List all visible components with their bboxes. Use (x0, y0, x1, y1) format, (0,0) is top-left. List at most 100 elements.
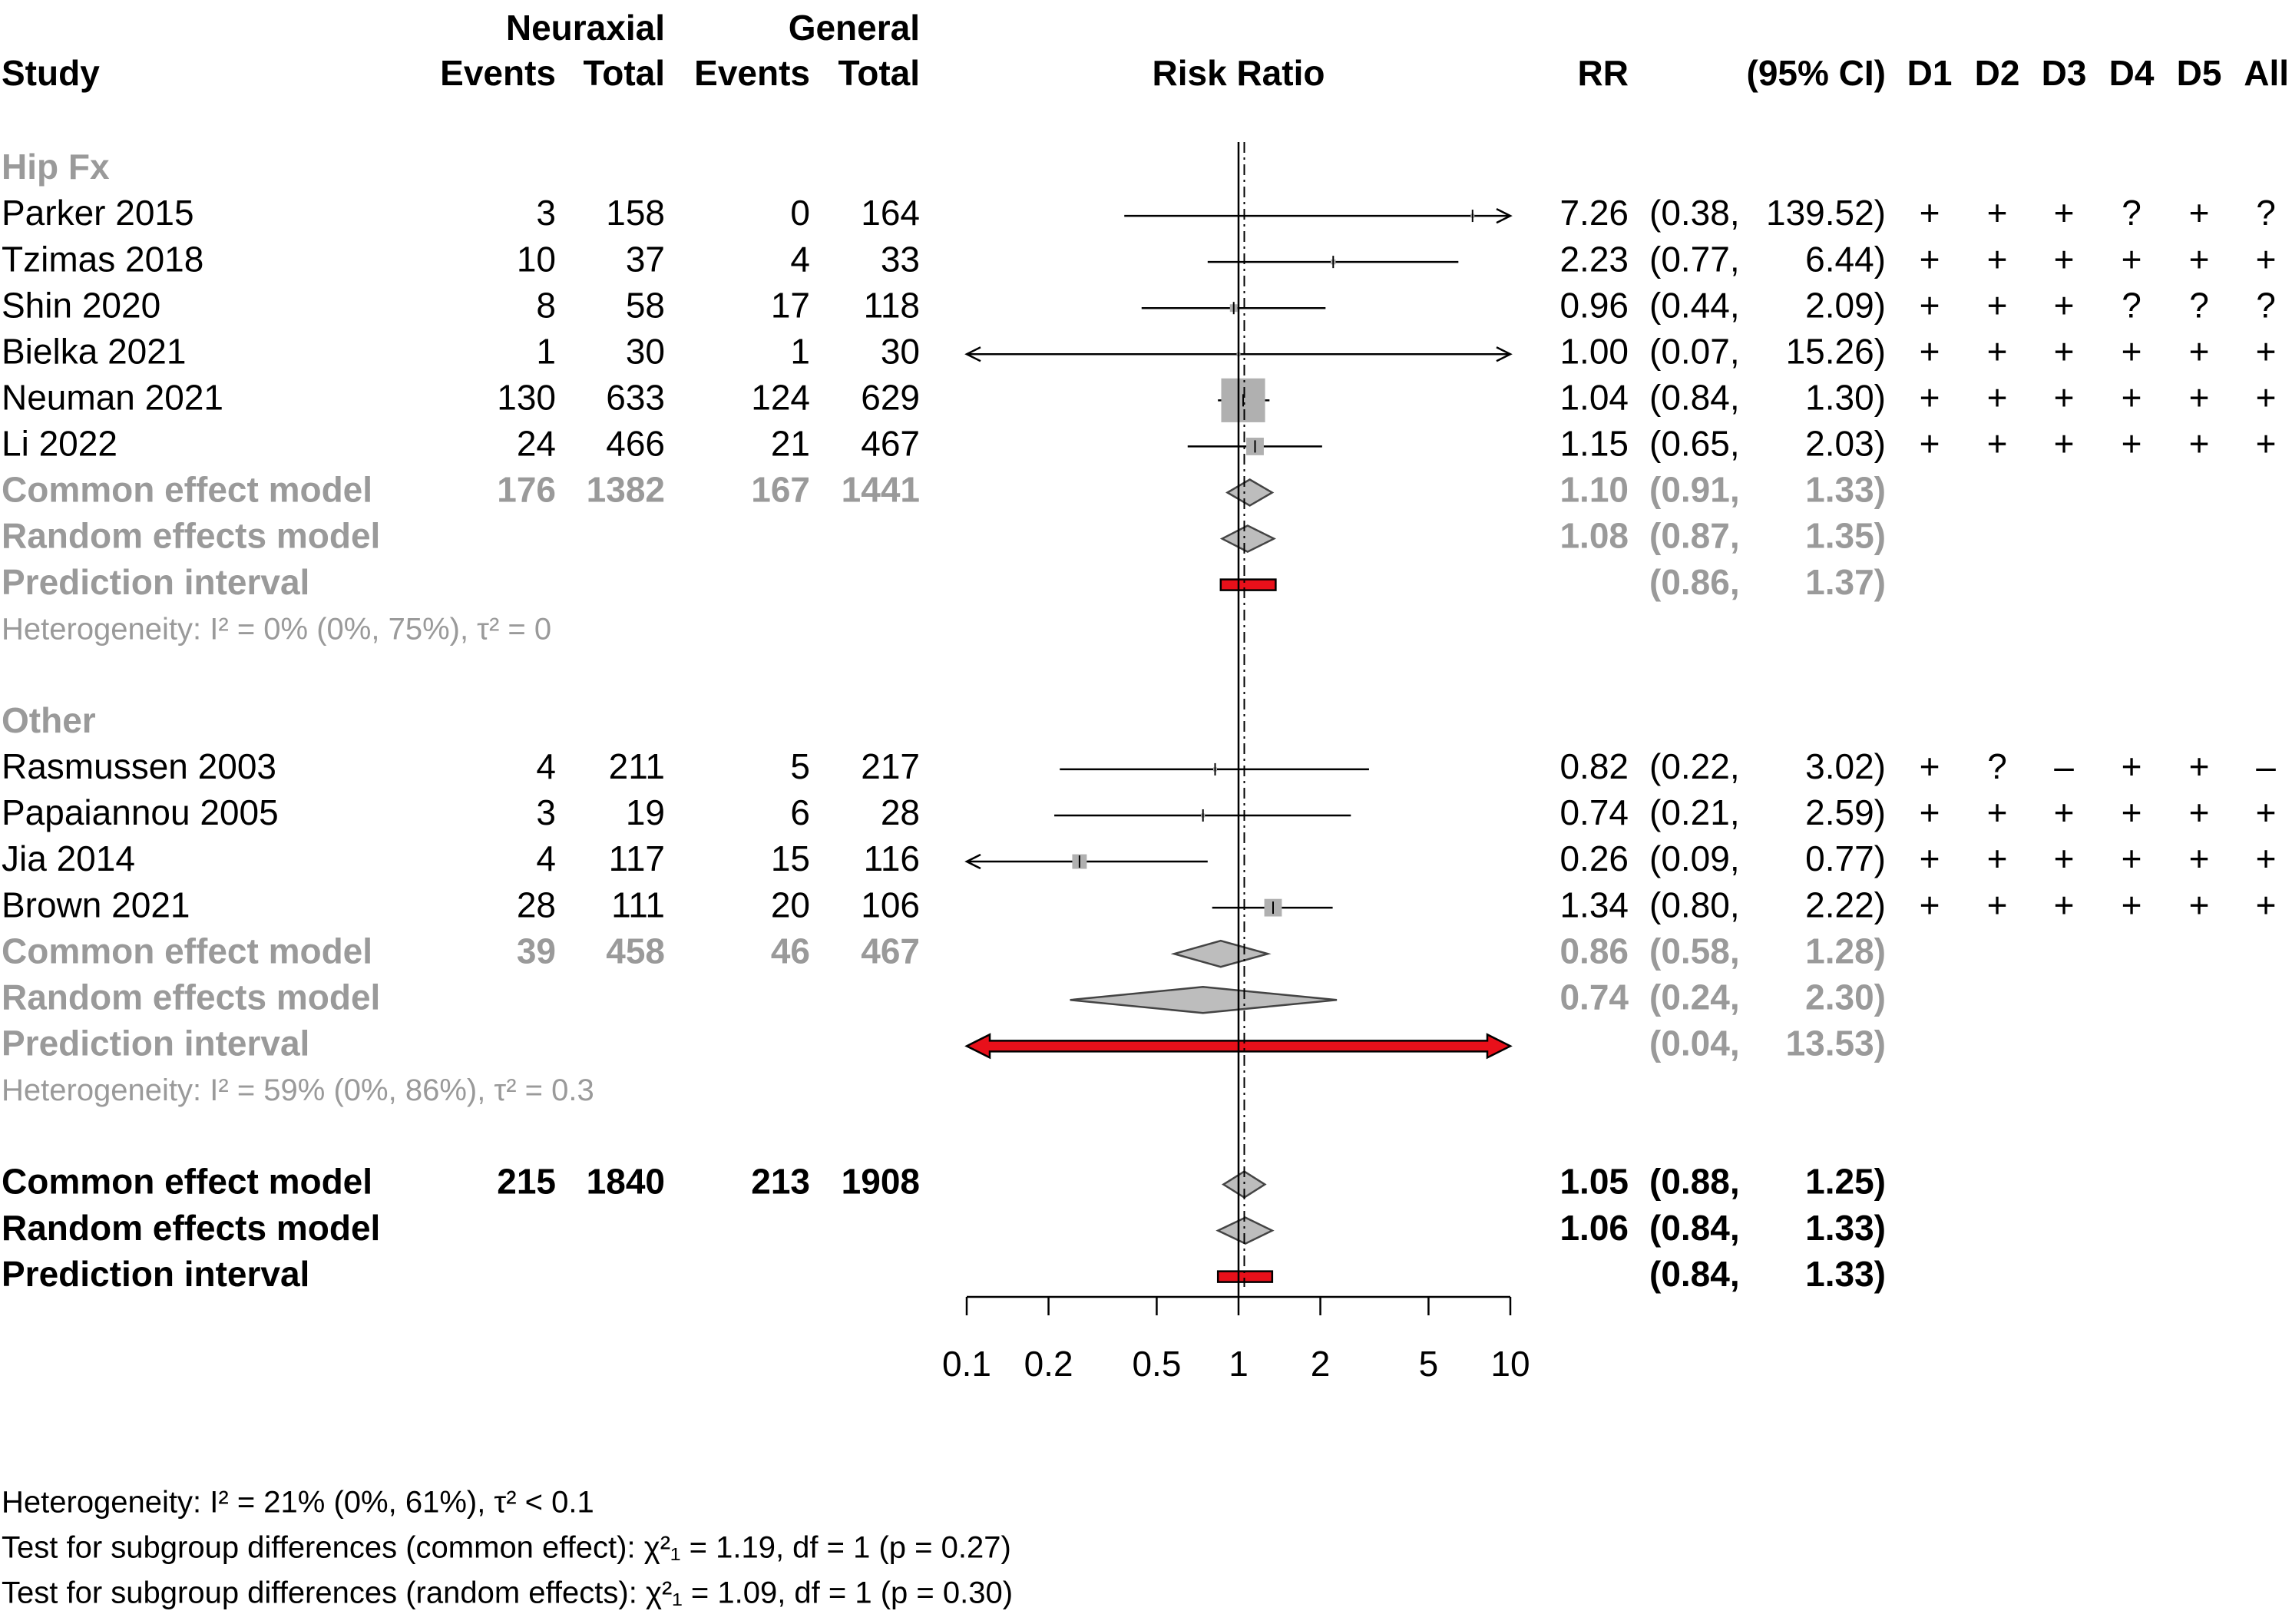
ci-lower-label: (0.44, (1649, 285, 1740, 325)
rob-symbol: + (1920, 885, 1940, 924)
pooled-label: Random effects model (2, 516, 380, 556)
header-ci: (95% CI) (1747, 53, 1886, 93)
ci-lower-label: (0.86, (1649, 562, 1740, 602)
rob-symbol: ? (2189, 285, 2209, 325)
header-rob: D1 (1907, 53, 1953, 93)
x-tick-label: 0.5 (1132, 1344, 1181, 1384)
ci-arrow (964, 853, 981, 870)
ci-lower-label: (0.77, (1649, 239, 1740, 279)
ci-upper-label: 3.02) (1805, 746, 1886, 786)
rob-symbol: + (2054, 193, 2075, 233)
count: 39 (517, 931, 556, 971)
rob-symbol: + (2054, 838, 2075, 878)
count: 28 (517, 885, 556, 924)
count: 19 (626, 792, 665, 832)
pooled-diamond (1215, 1216, 1275, 1245)
ci-upper-label: 1.33) (1805, 1254, 1886, 1294)
ci-lower-label: (0.58, (1649, 931, 1740, 971)
rob-symbol: + (2256, 239, 2277, 279)
rob-symbol: + (1987, 424, 2008, 464)
rob-symbol: + (2122, 424, 2142, 464)
x-tick-label: 1 (1229, 1344, 1249, 1384)
rr-label: 1.06 (1559, 1208, 1629, 1248)
count: 118 (864, 285, 920, 325)
rr-label: 7.26 (1559, 193, 1629, 233)
rob-symbol: + (2054, 792, 2075, 832)
rr-label: 0.86 (1559, 931, 1629, 971)
count: 167 (751, 470, 810, 510)
study-name: Tzimas 2018 (2, 239, 203, 279)
count: 21 (771, 424, 810, 464)
count: 1 (536, 331, 556, 371)
rob-symbol: + (1920, 792, 1940, 832)
header-group2: General (789, 8, 920, 48)
count: 5 (790, 746, 810, 786)
count: 1 (790, 331, 810, 371)
footnote: Heterogeneity: I² = 21% (0%, 61%), τ² < … (2, 1486, 594, 1520)
rob-symbol: + (2189, 239, 2210, 279)
rr-label: 0.74 (1559, 792, 1629, 832)
rob-symbol: + (1920, 285, 1940, 325)
rr-label: 1.08 (1559, 516, 1629, 556)
prediction-label: Prediction interval (2, 1254, 309, 1294)
footnote: Test for subgroup differences (common ef… (2, 1531, 1011, 1565)
rob-symbol: ? (2122, 193, 2142, 233)
count: 24 (517, 424, 556, 464)
rob-symbol: + (2189, 885, 2210, 924)
count: 33 (881, 239, 920, 279)
rob-symbol: + (1920, 424, 1940, 464)
count: 215 (497, 1162, 556, 1202)
rob-symbol: – (2054, 746, 2074, 786)
pooled-label: Random effects model (2, 1208, 380, 1248)
rr-label: 2.23 (1559, 239, 1629, 279)
rob-symbol: + (2189, 331, 2210, 371)
count: 176 (497, 470, 556, 510)
rob-symbol: + (1987, 378, 2008, 418)
prediction-interval (1219, 578, 1277, 591)
count: 37 (626, 239, 665, 279)
rob-symbol: + (1920, 331, 1940, 371)
ci-lower-label: (0.88, (1649, 1162, 1740, 1202)
ci-lower-label: (0.22, (1649, 746, 1740, 786)
rob-symbol: + (1987, 285, 2008, 325)
pooled-label: Common effect model (2, 470, 372, 510)
rob-symbol: + (1987, 792, 2008, 832)
rob-symbol: + (2122, 331, 2142, 371)
rob-symbol: + (2189, 193, 2210, 233)
header-rob: D2 (1975, 53, 2020, 93)
rr-label: 1.15 (1559, 424, 1629, 464)
count: 3 (536, 792, 556, 832)
ci-upper-label: 1.33) (1805, 470, 1886, 510)
count: 466 (606, 424, 665, 464)
rr-label: 0.82 (1559, 746, 1629, 786)
rr-label: 1.10 (1559, 470, 1629, 510)
rob-symbol: + (2189, 424, 2210, 464)
ci-lower-label: (0.24, (1649, 977, 1740, 1017)
rob-symbol: + (1987, 838, 2008, 878)
ci-lower-label: (0.87, (1649, 516, 1740, 556)
rob-symbol: + (2054, 378, 2075, 418)
rob-symbol: + (2122, 378, 2142, 418)
pooled-diamond (1221, 1170, 1267, 1199)
study-name: Jia 2014 (2, 838, 135, 878)
ci-lower-label: (0.84, (1649, 1208, 1740, 1248)
rob-symbol: ? (2256, 285, 2276, 325)
pooled-label: Common effect model (2, 1162, 372, 1202)
pooled-label: Random effects model (2, 977, 380, 1017)
pooled-diamond (1070, 986, 1338, 1014)
ci-lower-label: (0.84, (1649, 1254, 1740, 1294)
header-study: Study (2, 53, 100, 93)
ci-upper-label: 1.37) (1805, 562, 1886, 602)
rob-symbol: + (2122, 792, 2142, 832)
prediction-interval (1216, 1270, 1274, 1283)
subgroup-label: Other (2, 700, 96, 740)
rob-symbol: + (2054, 285, 2075, 325)
ci-upper-label: 1.25) (1805, 1162, 1886, 1202)
count: 4 (536, 838, 556, 878)
count: 164 (861, 193, 920, 233)
subgroup-label: Hip Fx (2, 147, 110, 187)
x-tick-label: 0.1 (942, 1344, 991, 1384)
header-total: Total (838, 53, 920, 93)
rob-symbol: + (2122, 838, 2142, 878)
study-name: Papaiannou 2005 (2, 792, 279, 832)
